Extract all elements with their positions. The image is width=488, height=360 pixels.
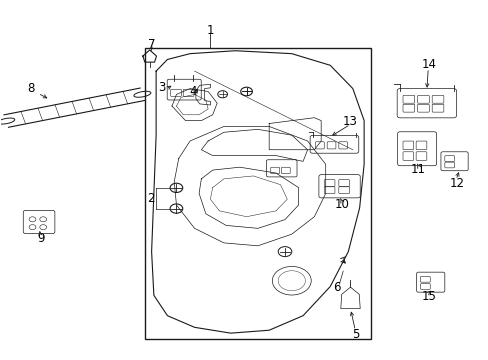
Text: 13: 13 (343, 114, 357, 127)
Text: 6: 6 (332, 281, 340, 294)
Text: 7: 7 (148, 38, 156, 51)
Text: 14: 14 (421, 58, 436, 72)
Text: 1: 1 (206, 24, 214, 37)
Text: 10: 10 (334, 198, 348, 211)
Bar (144, 48, 370, 339)
Text: 9: 9 (38, 232, 45, 245)
Text: 4: 4 (189, 85, 197, 98)
Text: 8: 8 (27, 82, 34, 95)
Text: 12: 12 (449, 177, 464, 190)
Text: 11: 11 (410, 163, 425, 176)
Text: 15: 15 (421, 289, 436, 303)
Text: 5: 5 (351, 328, 358, 341)
Text: 2: 2 (147, 192, 155, 205)
Text: 3: 3 (158, 81, 165, 94)
